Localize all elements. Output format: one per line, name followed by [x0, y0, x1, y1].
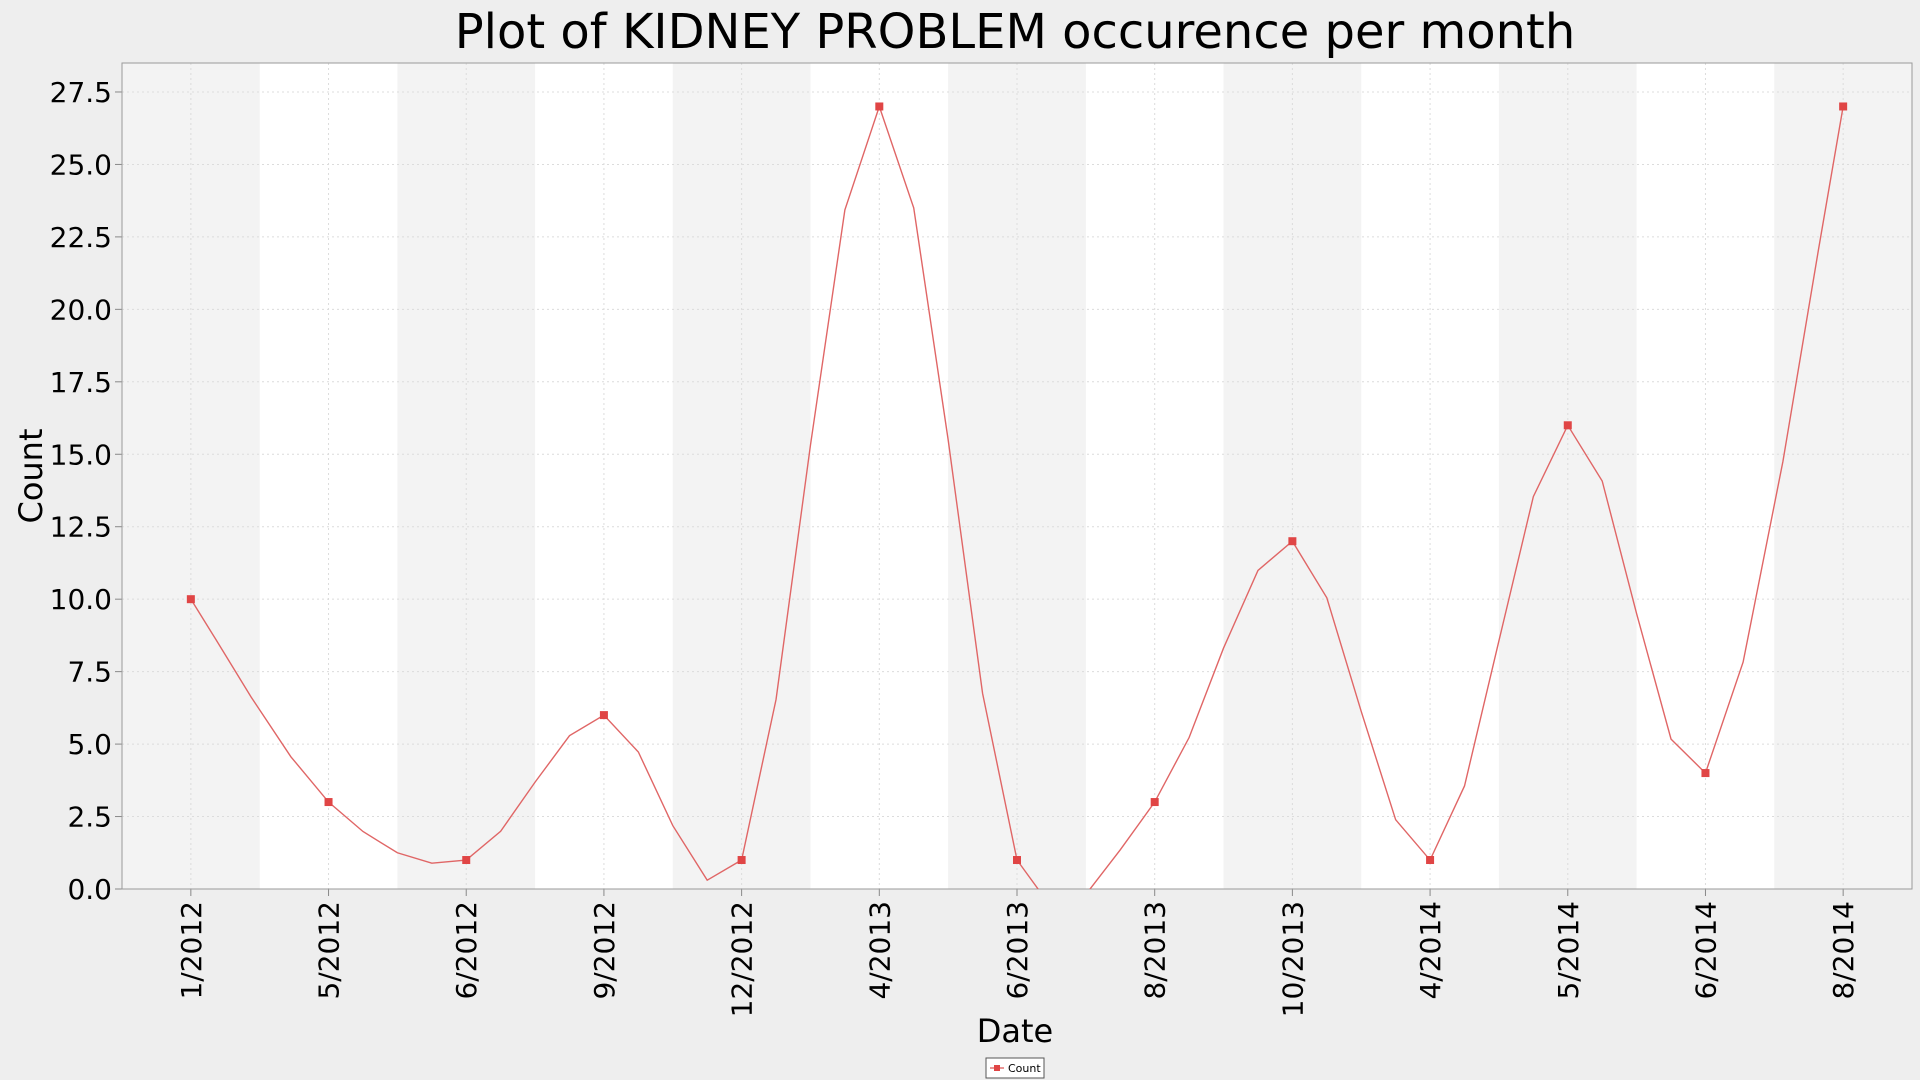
data-point	[1839, 102, 1848, 111]
category-band	[397, 63, 536, 889]
category-band	[1223, 63, 1362, 889]
data-point	[186, 595, 195, 604]
x-tick-label: 8/2013	[1139, 901, 1172, 1000]
y-tick-label: 12.5	[50, 511, 112, 544]
data-point	[1563, 421, 1572, 430]
x-tick-label: 8/2014	[1827, 901, 1860, 1000]
y-tick-label: 5.0	[67, 728, 112, 761]
y-tick-label: 20.0	[50, 293, 112, 326]
chart-title: Plot of KIDNEY PROBLEM occurence per mon…	[455, 4, 1576, 60]
y-tick-label: 27.5	[50, 76, 112, 109]
x-tick-label: 1/2012	[175, 901, 208, 1000]
plot-border	[121, 62, 1913, 890]
y-tick-label: 10.0	[50, 583, 112, 616]
plot-area: 0.0 2.5 5.0 7.5 10.0 12.5 15.0 17.5 20.0 22.5 25.0…	[50, 62, 1913, 1017]
data-point	[1426, 856, 1435, 865]
legend: Count	[985, 1057, 1045, 1079]
x-tick-label: 10/2013	[1276, 901, 1309, 1017]
x-tick-label: 4/2013	[863, 901, 896, 1000]
y-tick-label: 2.5	[67, 801, 112, 834]
y-tick-label: 15.0	[50, 438, 112, 471]
data-point	[737, 856, 746, 865]
x-axis-label: Date	[977, 1012, 1053, 1050]
data-point	[875, 102, 884, 111]
x-tick-label: 5/2012	[313, 901, 346, 1000]
category-band	[122, 63, 260, 889]
y-axis-label: Count	[12, 428, 50, 523]
data-point	[1701, 769, 1710, 778]
x-tick-label: 6/2013	[1001, 901, 1034, 1000]
y-tick-label: 0.0	[67, 873, 112, 906]
y-tick-label: 17.5	[50, 366, 112, 399]
y-tick-label: 7.5	[67, 656, 112, 689]
category-band	[1774, 63, 1912, 889]
legend-label: Count	[1008, 1062, 1041, 1075]
legend-swatch-marker	[994, 1065, 1000, 1071]
x-tick-label: 9/2012	[588, 901, 621, 1000]
x-tick-label: 6/2012	[450, 901, 483, 1000]
data-point	[324, 798, 333, 807]
data-point	[599, 711, 608, 720]
x-tick-label: 12/2012	[726, 901, 759, 1017]
data-point	[1150, 798, 1159, 807]
legend-box	[985, 1057, 1045, 1079]
x-tick-label: 4/2014	[1414, 901, 1447, 1000]
category-band	[672, 63, 811, 889]
data-point	[1288, 537, 1297, 546]
category-band	[1498, 63, 1637, 889]
data-point	[1013, 856, 1021, 865]
y-tick-label: 22.5	[50, 221, 112, 254]
category-band	[948, 63, 1086, 889]
x-tick-label: 5/2014	[1552, 901, 1585, 1000]
x-tick-label: 6/2014	[1689, 901, 1722, 1000]
y-tick-label: 25.0	[50, 148, 112, 181]
data-point	[462, 856, 471, 865]
